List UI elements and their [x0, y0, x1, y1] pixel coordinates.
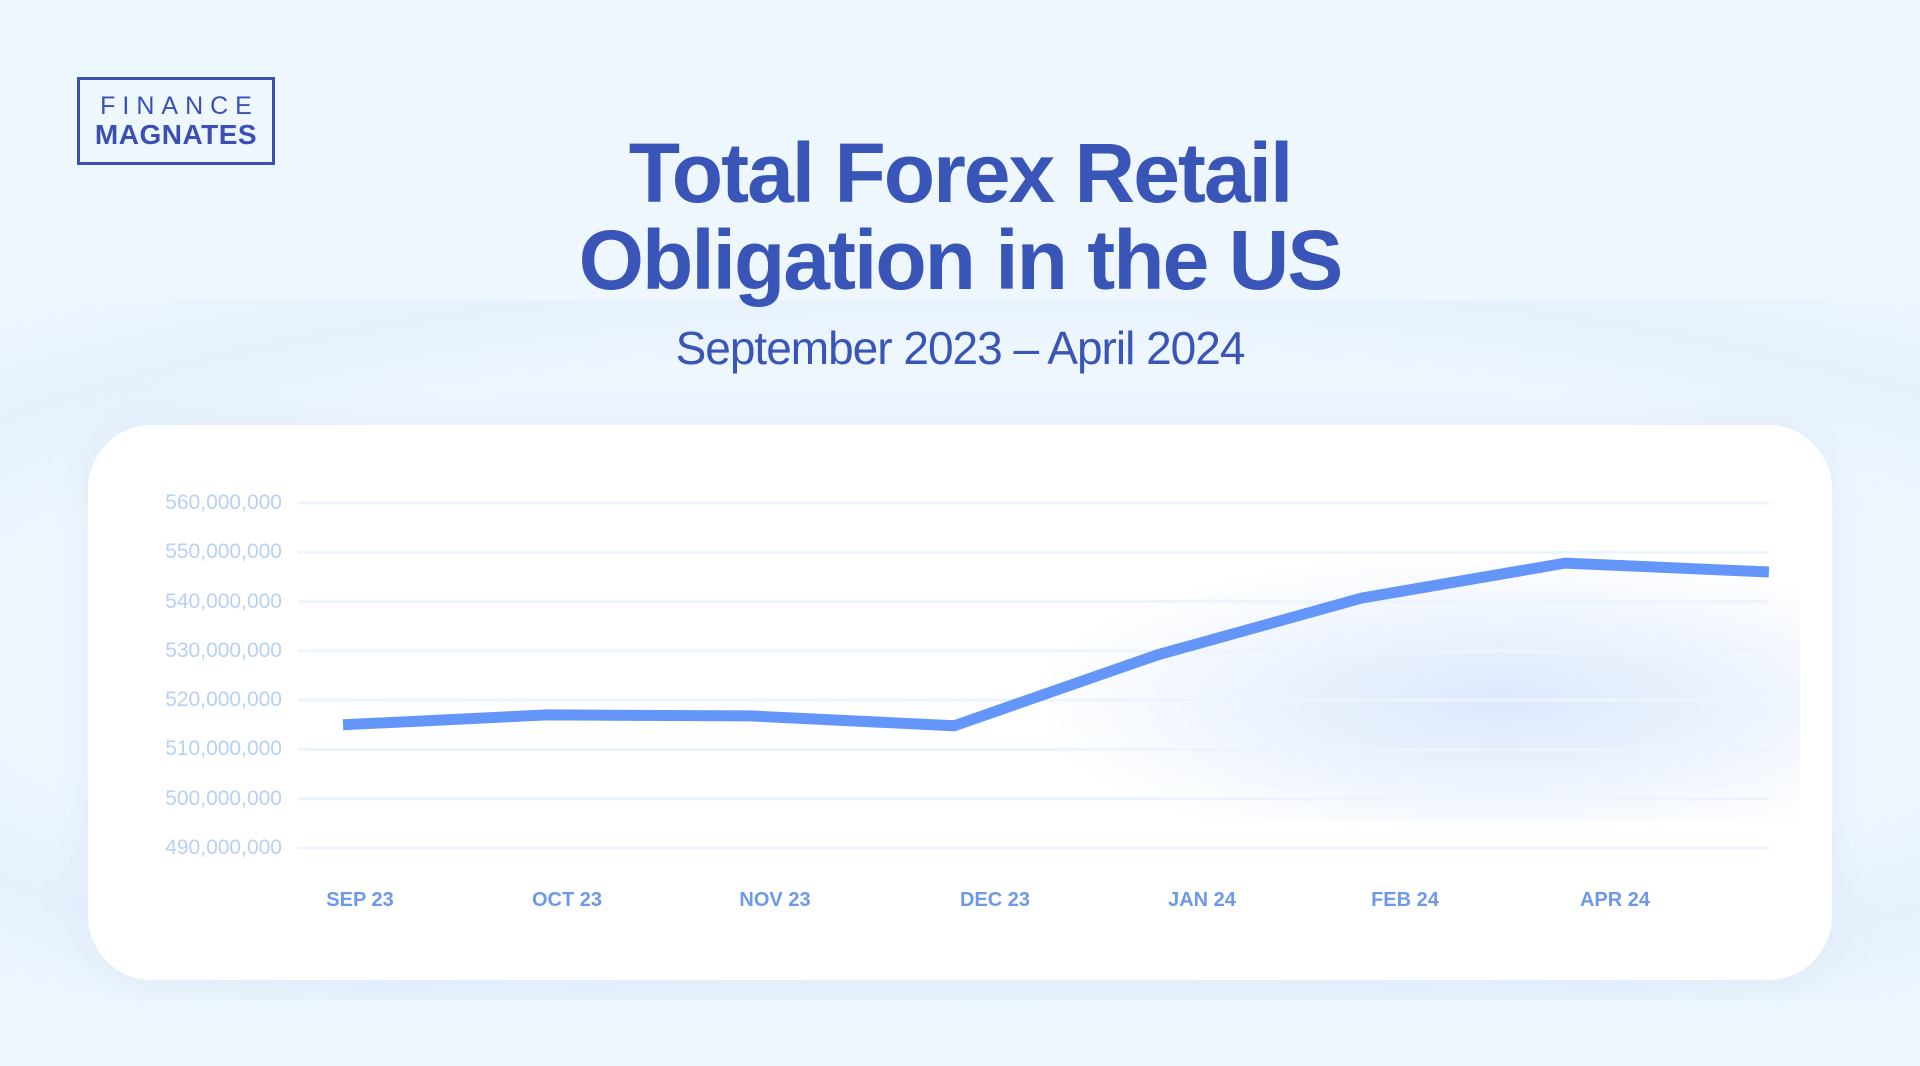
y-tick-label: 560,000,000: [165, 491, 282, 514]
x-tick-label: FEB 24: [1371, 889, 1439, 911]
finance-magnates-logo: FINANCE MAGNATES: [77, 77, 275, 165]
y-tick-label: 490,000,000: [165, 836, 282, 859]
chart-subtitle: September 2023 – April 2024: [675, 322, 1246, 374]
x-tick-label: APR 24: [1579, 889, 1651, 911]
x-tick-label: DEC 23: [959, 889, 1031, 911]
chart-title-line-1: Total Forex Retail: [628, 126, 1294, 220]
x-tick-label: NOV 23: [739, 889, 811, 911]
y-tick-label: 550,000,000: [165, 540, 282, 564]
x-tick-label: JAN 24: [1168, 889, 1236, 911]
y-tick-label: 530,000,000: [165, 638, 282, 662]
y-tick-label: 510,000,000: [165, 737, 282, 761]
data-line: [342, 557, 1770, 732]
x-tick-label: SEP 23: [326, 889, 394, 911]
y-tick-label: 500,000,000: [165, 786, 282, 810]
gridlines: [298, 501, 1769, 850]
y-tick-label: 520,000,000: [165, 688, 282, 712]
x-tick-label: OCT 23: [531, 889, 603, 911]
logo-line-2: MAGNATES: [94, 119, 258, 150]
y-tick-label: 540,000,000: [165, 589, 282, 613]
logo-line-1: FINANCE: [100, 92, 259, 120]
chart-title-line-2: Obligation in the US: [578, 213, 1344, 307]
